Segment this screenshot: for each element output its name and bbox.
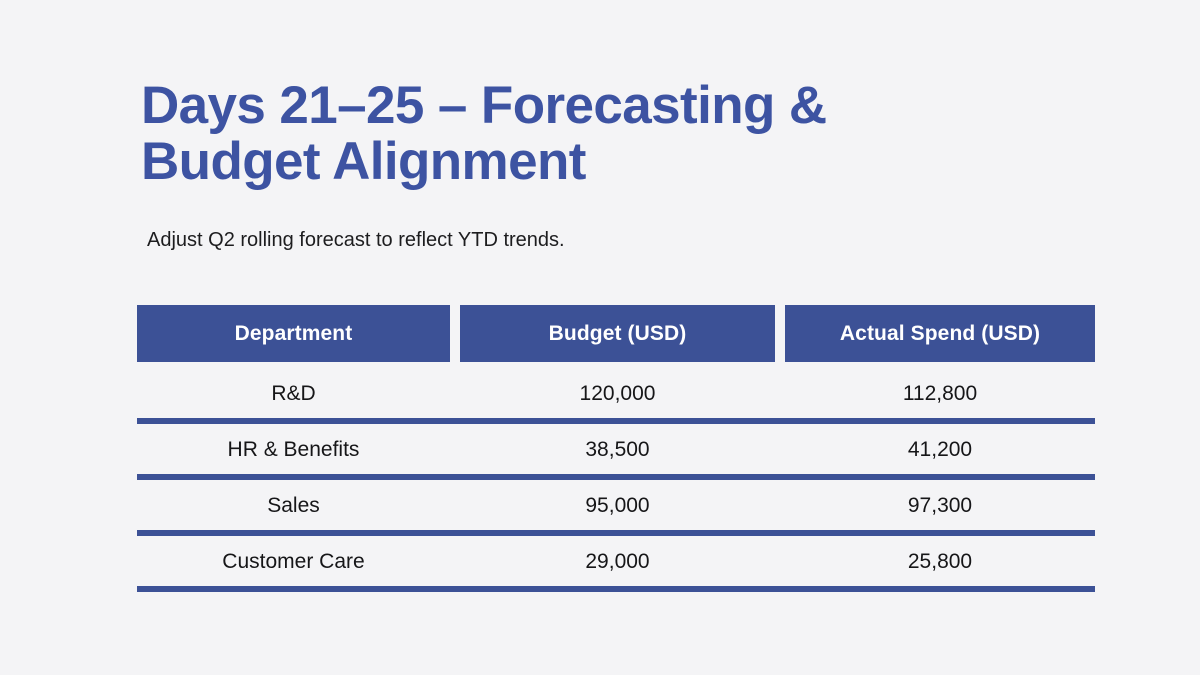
table-row: Sales 95,000 97,300	[137, 487, 1095, 524]
row-divider	[137, 530, 1095, 536]
page-title: Days 21–25 – Forecasting & Budget Alignm…	[141, 76, 827, 191]
budget-table: Department Budget (USD) Actual Spend (US…	[137, 305, 1095, 592]
cell-actual-spend: 112,800	[902, 381, 978, 405]
table-body: R&D 120,000 112,800 HR & Benefits 38,500…	[137, 375, 1095, 592]
cell-department: HR & Benefits	[227, 437, 360, 461]
cell-actual-spend: 41,200	[907, 437, 973, 461]
table-row: R&D 120,000 112,800	[137, 375, 1095, 412]
title-block: Days 21–25 – Forecasting & Budget Alignm…	[141, 78, 1071, 189]
row-divider	[137, 474, 1095, 480]
cell-actual-spend: 25,800	[907, 549, 973, 573]
cell-budget: 95,000	[585, 493, 650, 517]
table-row: Customer Care 29,000 25,800	[137, 543, 1095, 580]
slide-subtitle: Adjust Q2 rolling forecast to reflect YT…	[147, 229, 565, 251]
cell-budget: 120,000	[579, 381, 656, 405]
cell-department: R&D	[271, 381, 316, 405]
cell-department: Sales	[267, 493, 320, 517]
cell-actual-spend: 97,300	[907, 493, 973, 517]
table-row: HR & Benefits 38,500 41,200	[137, 431, 1095, 468]
row-divider	[137, 418, 1095, 424]
cell-department: Customer Care	[222, 549, 365, 573]
table-header-department: Department	[137, 305, 450, 362]
cell-budget: 38,500	[585, 437, 650, 461]
table-header-actual-spend: Actual Spend (USD)	[785, 305, 1095, 362]
cell-budget: 29,000	[585, 549, 650, 573]
table-bottom-divider	[137, 586, 1095, 592]
table-header-row: Department Budget (USD) Actual Spend (US…	[137, 305, 1095, 362]
table-header-budget: Budget (USD)	[460, 305, 775, 362]
